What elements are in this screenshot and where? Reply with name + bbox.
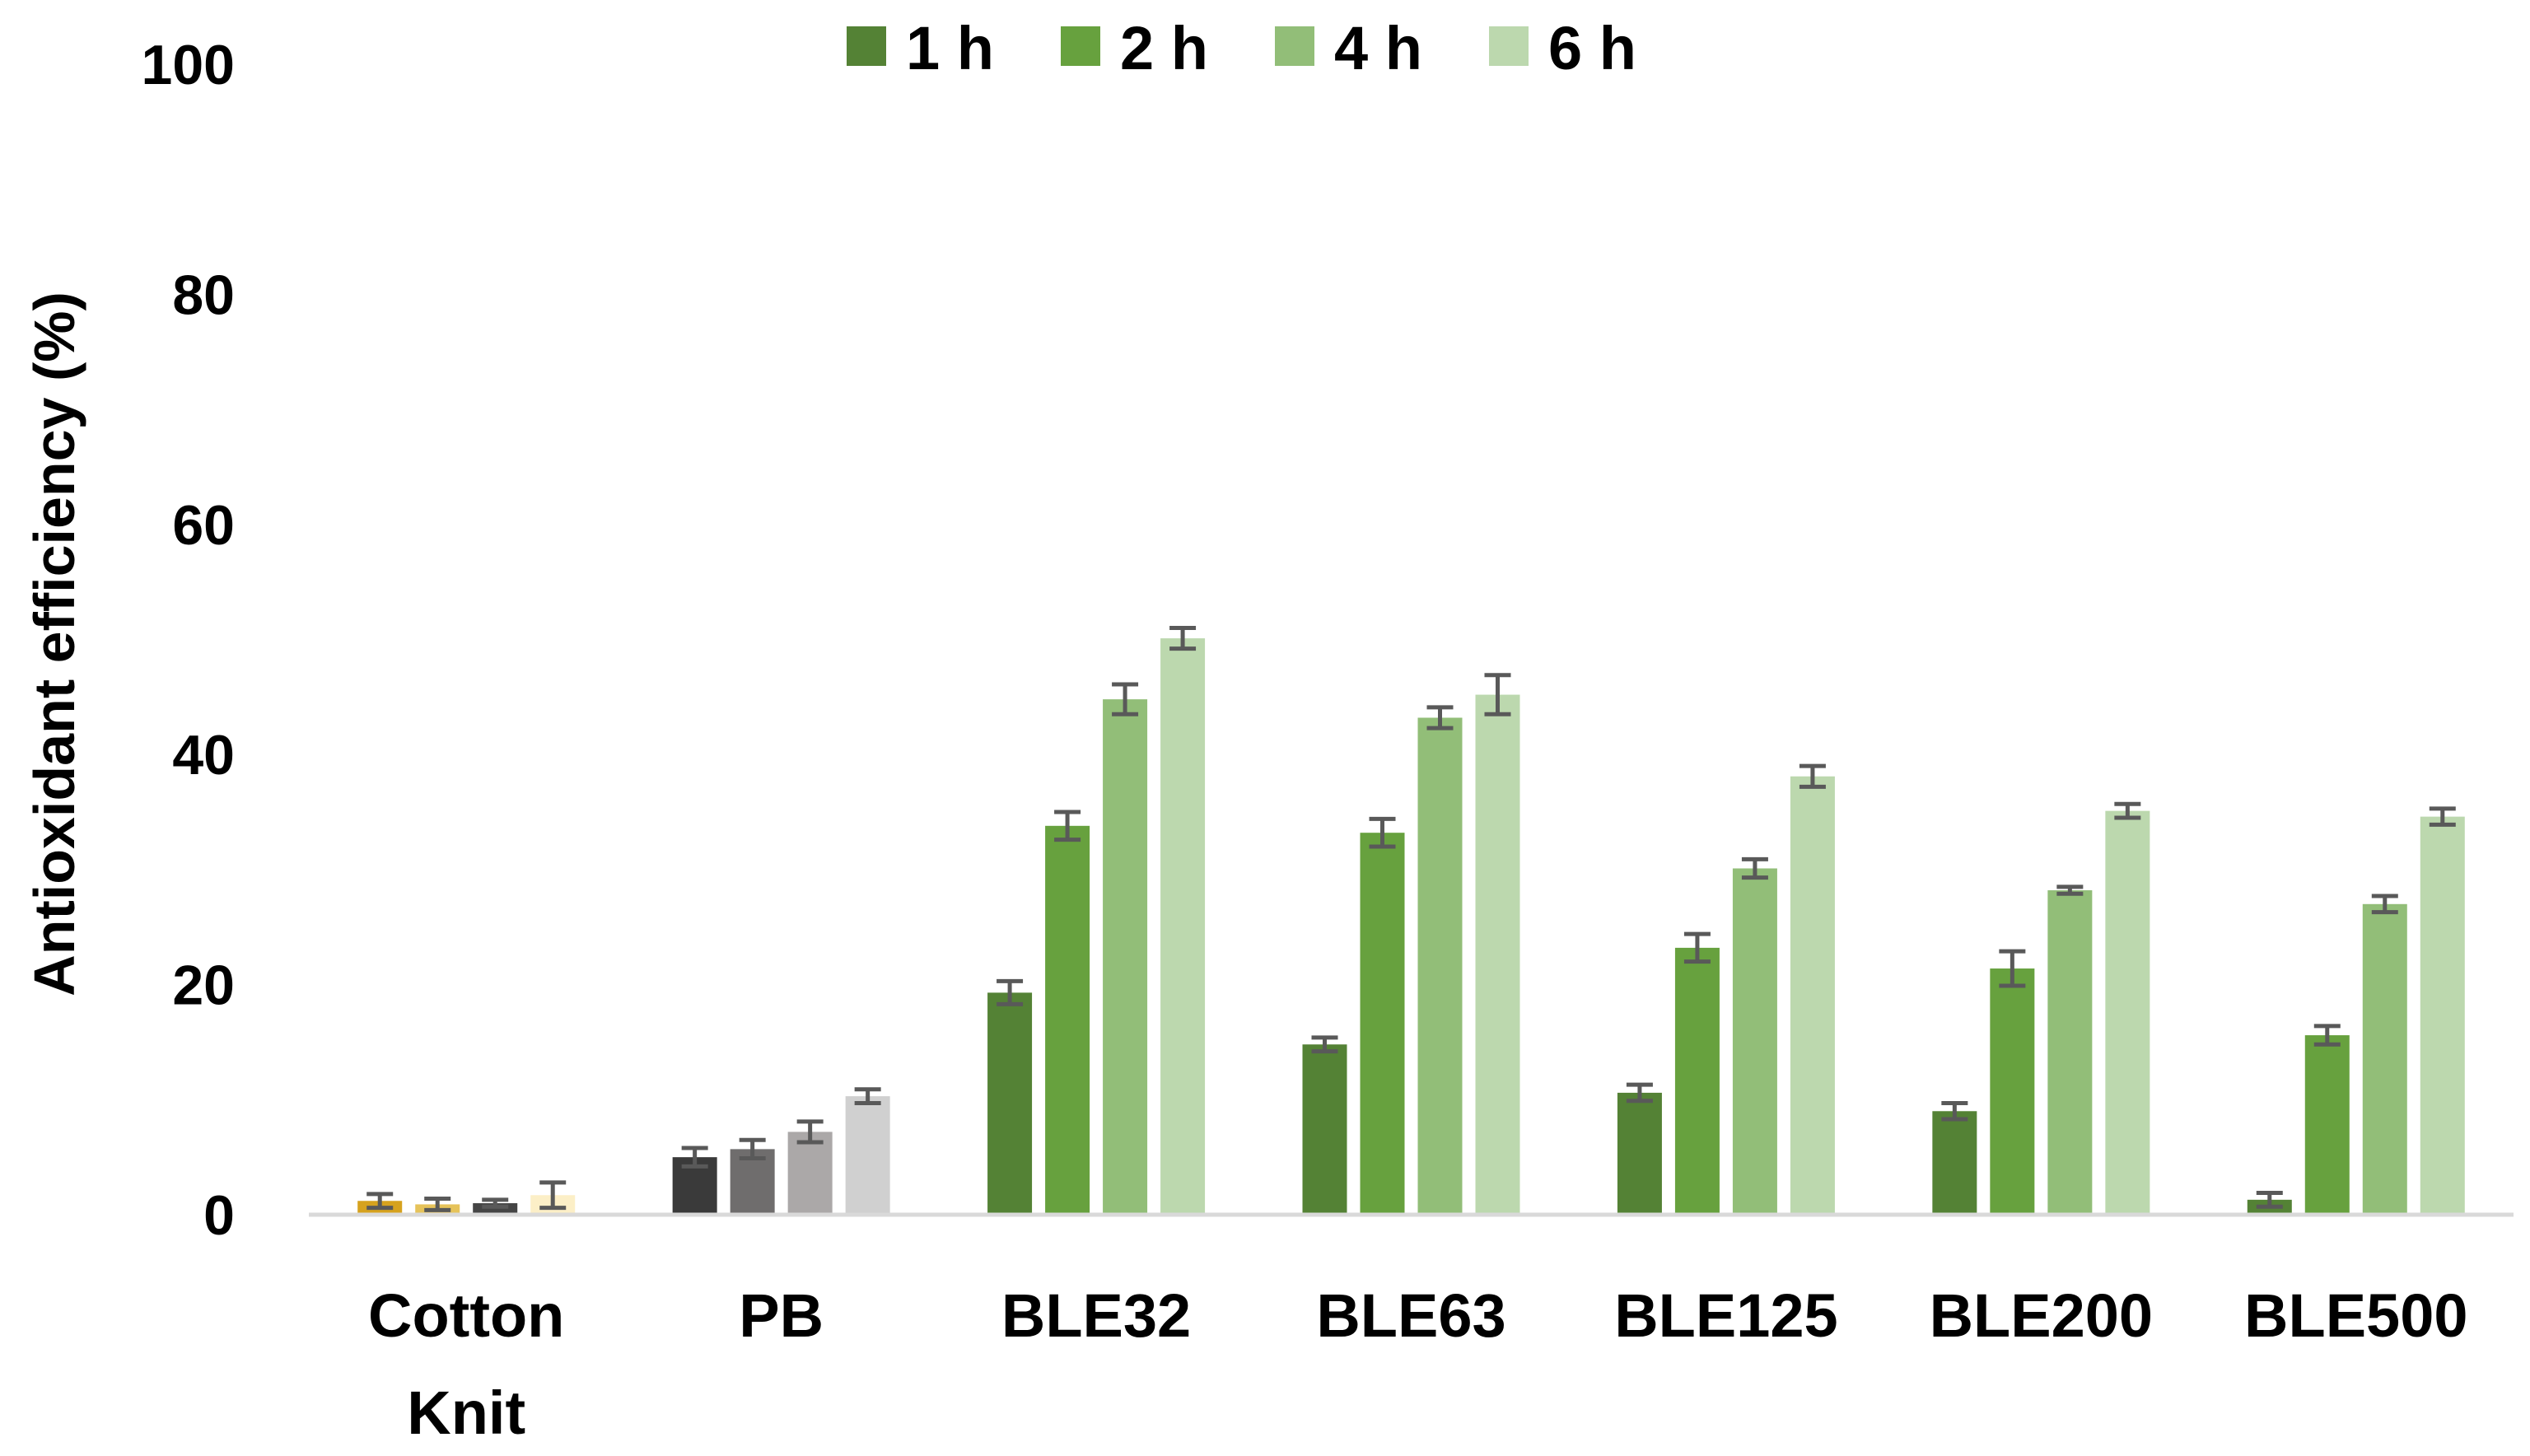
legend-item-2h: 2 h xyxy=(1061,14,1208,82)
bar-6h-cat5 xyxy=(2105,810,2150,1215)
y-tick-label: 100 xyxy=(142,34,235,96)
y-tick-label: 20 xyxy=(172,954,235,1017)
y-tick-label: 40 xyxy=(172,724,235,786)
legend-item-1h: 1 h xyxy=(847,14,994,82)
error-bar-4h-cat3 xyxy=(1426,705,1454,730)
x-axis-ticks: Cotton Knit PB BLE32 BLE63 BLE125 BLE200 BLE500 xyxy=(368,1281,2467,1447)
error-bar-1h-cat5 xyxy=(1941,1100,1968,1122)
x-tick-label: Cotton xyxy=(368,1281,564,1350)
error-bar-2h-cat3 xyxy=(1369,816,1396,849)
error-bar-1h-cat6 xyxy=(2256,1190,2283,1209)
bar-4h-cat4 xyxy=(1732,868,1777,1215)
error-bar-1h-cat4 xyxy=(1626,1082,1653,1104)
error-bar-2h-cat0 xyxy=(424,1196,451,1212)
bar-6h-cat6 xyxy=(2420,816,2465,1215)
bar-2h-cat2 xyxy=(1045,825,1090,1215)
error-bar-4h-cat4 xyxy=(1741,856,1768,880)
legend-label: 1 h xyxy=(906,14,994,82)
error-bar-4h-cat1 xyxy=(796,1119,824,1145)
bar-4h-cat5 xyxy=(2047,890,2093,1215)
x-tick-label: BLE63 xyxy=(1316,1281,1505,1350)
legend-swatch xyxy=(1275,26,1314,66)
bar-2h-cat5 xyxy=(1990,968,2035,1215)
x-tick-label: PB xyxy=(739,1281,824,1350)
y-axis-title-group: Antioxidant efficiency (%) xyxy=(22,292,86,996)
y-axis-title: Antioxidant efficiency (%) xyxy=(22,292,86,996)
error-bar-2h-cat6 xyxy=(2313,1024,2341,1047)
y-tick-label: 80 xyxy=(172,264,235,326)
error-bar-4h-cat2 xyxy=(1112,682,1139,716)
error-bar-1h-cat3 xyxy=(1311,1035,1338,1054)
error-bar-1h-cat2 xyxy=(997,978,1024,1006)
error-bar-2h-cat2 xyxy=(1054,810,1081,842)
bar-6h-cat4 xyxy=(1790,776,1835,1215)
x-tick-label: BLE500 xyxy=(2244,1281,2467,1350)
error-bar-1h-cat1 xyxy=(681,1146,708,1169)
y-tick-label: 60 xyxy=(172,494,235,557)
legend-swatch xyxy=(847,26,886,66)
error-bar-1h-cat0 xyxy=(366,1192,394,1211)
legend: 1 h 2 h 4 h 6 h xyxy=(847,14,1636,82)
legend-swatch xyxy=(1489,26,1529,66)
legend-label: 2 h xyxy=(1120,14,1208,82)
bar-4h-cat6 xyxy=(2362,903,2407,1215)
error-bar-6h-cat0 xyxy=(539,1180,567,1211)
legend-swatch xyxy=(1061,26,1100,66)
error-bar-6h-cat3 xyxy=(1484,673,1511,716)
bar-6h-cat1 xyxy=(845,1096,890,1215)
bar-2h-cat3 xyxy=(1360,833,1405,1215)
error-bar-2h-cat1 xyxy=(739,1137,766,1161)
legend-item-4h: 4 h xyxy=(1275,14,1422,82)
error-bar-4h-cat5 xyxy=(2056,884,2084,896)
error-bars xyxy=(366,626,2456,1212)
bar-1h-cat3 xyxy=(1302,1044,1347,1215)
bar-6h-cat3 xyxy=(1475,694,1520,1215)
x-tick-label: BLE200 xyxy=(1930,1281,2153,1350)
y-tick-label: 0 xyxy=(203,1184,235,1247)
error-bar-6h-cat6 xyxy=(2429,806,2456,827)
bar-2h-cat6 xyxy=(2304,1035,2350,1215)
bar-4h-cat1 xyxy=(787,1132,833,1215)
error-bar-6h-cat1 xyxy=(854,1087,881,1105)
error-bar-6h-cat5 xyxy=(2114,801,2141,820)
x-tick-label: Knit xyxy=(407,1379,525,1447)
bars xyxy=(357,638,2465,1215)
legend-item-6h: 6 h xyxy=(1489,14,1636,82)
x-tick-label: BLE32 xyxy=(1001,1281,1191,1350)
bar-4h-cat3 xyxy=(1417,717,1463,1215)
bar-6h-cat2 xyxy=(1160,638,1206,1215)
legend-label: 4 h xyxy=(1334,14,1422,82)
bar-4h-cat2 xyxy=(1103,699,1148,1215)
bar-2h-cat4 xyxy=(1674,947,1720,1215)
error-bar-4h-cat0 xyxy=(482,1197,509,1209)
bar-1h-cat4 xyxy=(1617,1092,1662,1215)
bar-1h-cat5 xyxy=(1932,1111,1977,1215)
error-bar-6h-cat2 xyxy=(1169,626,1197,651)
legend-label: 6 h xyxy=(1548,14,1636,82)
error-bar-4h-cat6 xyxy=(2371,894,2398,915)
error-bar-2h-cat5 xyxy=(1999,949,2026,988)
error-bar-6h-cat4 xyxy=(1799,763,1826,789)
y-axis-ticks: 0 20 40 60 80 100 xyxy=(142,34,235,1247)
bar-1h-cat2 xyxy=(987,992,1033,1215)
error-bar-2h-cat4 xyxy=(1683,931,1711,964)
x-tick-label: BLE125 xyxy=(1614,1281,1837,1350)
